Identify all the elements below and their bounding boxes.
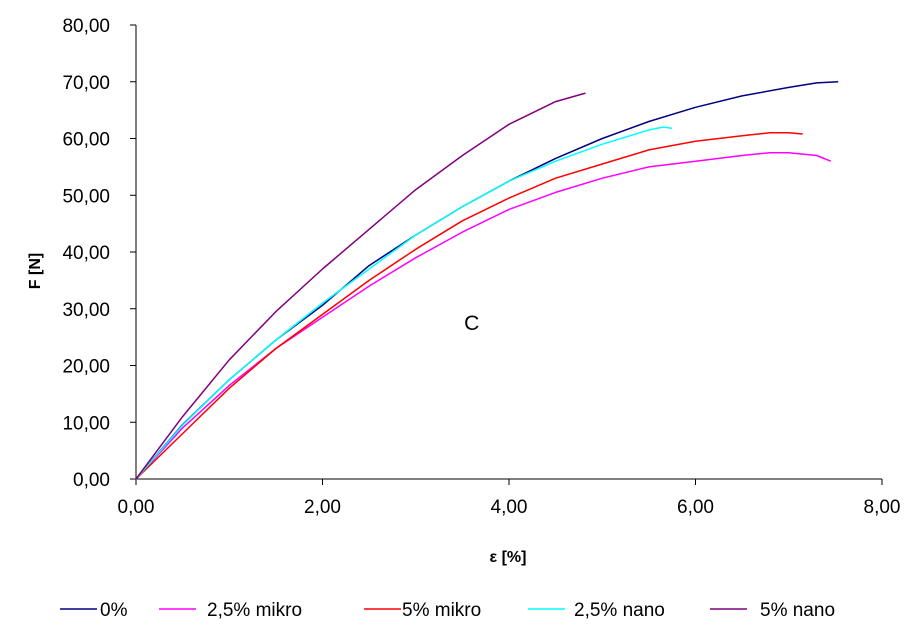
y-tick-label: 70,00 [62,73,110,94]
series-layer [135,81,839,480]
legend-label: 5% mikro [402,600,481,621]
y-tick-label: 40,00 [62,243,110,264]
y-axis-title: F [N] [27,253,44,289]
y-tick-label: 0,00 [73,470,110,491]
y-tick-label: 60,00 [62,130,110,151]
series-line-2 [135,151,831,480]
series-line-3 [135,132,803,480]
y-tick-label: 10,00 [62,413,110,434]
x-axis: 0,00 2,00 4,00 6,00 8,00 [118,478,901,518]
x-tick-label: 4,00 [491,497,528,518]
x-tick-label: 6,00 [677,497,714,518]
chart-annotation: C [464,312,479,335]
y-tick-label: 50,00 [62,186,110,207]
series-line-1 [135,81,839,480]
legend: 0% 2,5% mikro 5% mikro 2,5% nano 5% nano [60,600,835,621]
legend-label: 2,5% nano [574,600,665,621]
x-tick-label: 0,00 [118,497,155,518]
y-tick-label: 80,00 [62,16,110,37]
legend-label: 0% [100,600,128,621]
x-tick-label: 2,00 [304,497,341,518]
y-tick-label: 30,00 [62,300,110,321]
x-tick-label: 8,00 [864,497,901,518]
y-axis: 0,00 10,00 20,00 30,00 40,00 50,00 60,00 70,00 8… [62,16,137,491]
x-axis-title: ε [%] [490,549,527,566]
legend-label: 2,5% mikro [207,600,302,621]
series-line-4 [135,126,673,480]
y-tick-label: 20,00 [62,357,110,378]
series-line-5 [135,92,586,480]
legend-label: 5% nano [760,600,835,621]
